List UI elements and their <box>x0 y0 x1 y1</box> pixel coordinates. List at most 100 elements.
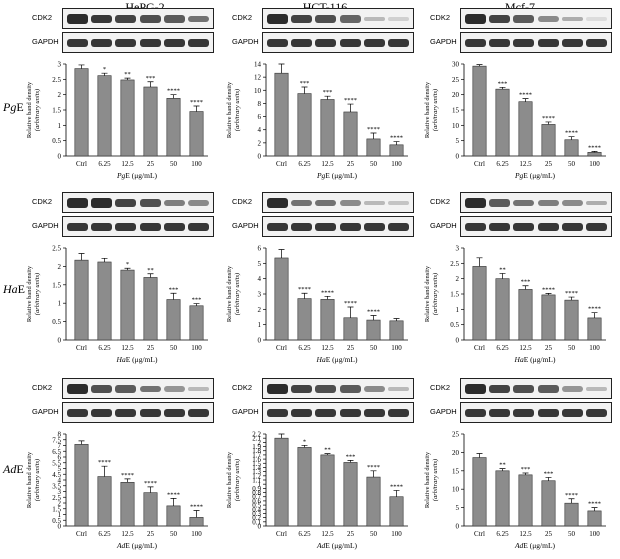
y-tick-label: 0.1 <box>252 518 261 526</box>
x-tick-label: 50 <box>568 160 576 168</box>
x-tick-label: 100 <box>191 160 202 168</box>
western-blot: CDK2 GAPDH <box>22 8 217 54</box>
blot-band <box>339 222 361 232</box>
row-label-suffix: E <box>16 100 24 114</box>
x-axis-label: PgE (μg/mL) <box>514 171 556 180</box>
gapdh-label: GAPDH <box>32 37 59 46</box>
blot-band <box>561 38 583 48</box>
y-tick-label: 1.5 <box>450 291 459 299</box>
x-tick-label: 25 <box>147 160 155 168</box>
row-label-prefix: Pg <box>3 100 17 114</box>
significance-label: **** <box>298 286 311 293</box>
bar <box>518 474 533 527</box>
bar <box>297 298 312 341</box>
blot-band <box>188 38 209 48</box>
x-axis-label: AdE (μg/mL) <box>116 541 158 550</box>
gapdh-label: GAPDH <box>430 221 457 230</box>
gapdh-strip <box>262 216 414 237</box>
bar <box>343 317 358 341</box>
blot-band <box>315 222 337 232</box>
error-bar <box>499 468 506 471</box>
blot-band <box>115 408 137 418</box>
x-tick-label: Ctrl <box>76 344 87 352</box>
y-axis-label: Relative band density <box>226 81 233 138</box>
blot-band <box>188 408 209 418</box>
bar-chart: Relative band density (arbitrary units) 0 0… <box>424 245 606 364</box>
bar <box>541 480 556 527</box>
error-bar <box>101 465 108 477</box>
y-axis-label: (arbitrary units) <box>432 89 439 131</box>
blot-band <box>465 14 486 24</box>
blot-band <box>188 15 209 23</box>
blot-band <box>339 15 361 23</box>
y-tick-label: 15 <box>452 467 460 475</box>
blot-band <box>139 408 161 418</box>
error-bar <box>301 86 308 94</box>
gapdh-label: GAPDH <box>32 407 59 416</box>
blot-band <box>315 38 337 48</box>
blot-band <box>537 16 559 22</box>
blot-band <box>489 408 511 418</box>
error-bar <box>393 318 400 321</box>
significance-label: **** <box>565 290 578 297</box>
cdk2-label: CDK2 <box>32 383 53 392</box>
bar <box>297 447 312 527</box>
error-bar <box>170 292 177 300</box>
gapdh-strip <box>460 216 612 237</box>
blot-band <box>561 408 583 418</box>
cdk2-strip <box>262 8 414 29</box>
gapdh-label: GAPDH <box>232 221 259 230</box>
x-tick-label: 50 <box>370 530 378 538</box>
blot-band <box>291 222 313 232</box>
significance-label: **** <box>167 88 180 95</box>
error-bar <box>476 64 483 67</box>
y-tick-label: 1.6 <box>252 456 261 464</box>
y-tick-label: 2.5 <box>450 260 459 268</box>
bar <box>495 470 510 527</box>
x-tick-label: 100 <box>589 344 600 352</box>
blot-band <box>188 200 209 206</box>
y-tick-label: 25 <box>452 431 460 439</box>
significance-label: *** <box>323 89 333 96</box>
x-tick-label: 50 <box>170 344 178 352</box>
blot-band <box>363 386 385 392</box>
significance-label: *** <box>544 470 554 477</box>
bar <box>166 299 181 341</box>
y-tick-label: 5 <box>456 504 460 512</box>
blot-band <box>163 15 185 23</box>
western-blot: CDK2 GAPDH <box>22 378 217 424</box>
blot-band <box>363 38 385 48</box>
error-bar <box>568 136 575 140</box>
y-tick-label: 8 <box>58 431 62 439</box>
y-tick-label: 4 <box>258 275 262 283</box>
bar <box>564 502 579 527</box>
blot-band <box>139 199 161 207</box>
blot-band <box>163 222 185 232</box>
error-bar <box>324 295 331 300</box>
blot-band <box>489 38 511 48</box>
blot-band <box>513 15 535 23</box>
x-tick-label: 50 <box>170 530 178 538</box>
significance-label: **** <box>390 483 403 490</box>
y-tick-label: 0.5 <box>52 318 61 326</box>
x-tick-label: 6.25 <box>298 530 311 538</box>
significance-label: **** <box>344 300 357 307</box>
bar <box>97 476 112 527</box>
chart-panel: Relative band density (arbitrary units) 0 0… <box>222 428 417 559</box>
y-tick-label: 0 <box>58 523 62 531</box>
blot-band <box>67 222 88 232</box>
y-tick-label: 15 <box>452 107 460 115</box>
bar <box>297 93 312 157</box>
significance-label: *** <box>498 80 508 87</box>
y-axis-label: Relative band density <box>424 265 431 322</box>
x-tick-label: Ctrl <box>276 530 287 538</box>
western-blot: CDK2 GAPDH <box>420 192 615 238</box>
y-tick-label: 1 <box>58 300 62 308</box>
chart-panel: Relative band density (arbitrary units) 0 0… <box>22 58 217 189</box>
blot-band <box>363 222 385 232</box>
x-tick-label: Ctrl <box>76 160 87 168</box>
y-tick-label: 0.4 <box>252 506 261 514</box>
y-tick-label: 10 <box>254 87 262 95</box>
y-axis-label: (arbitrary units) <box>234 273 241 315</box>
x-tick-label: 6.25 <box>98 530 111 538</box>
